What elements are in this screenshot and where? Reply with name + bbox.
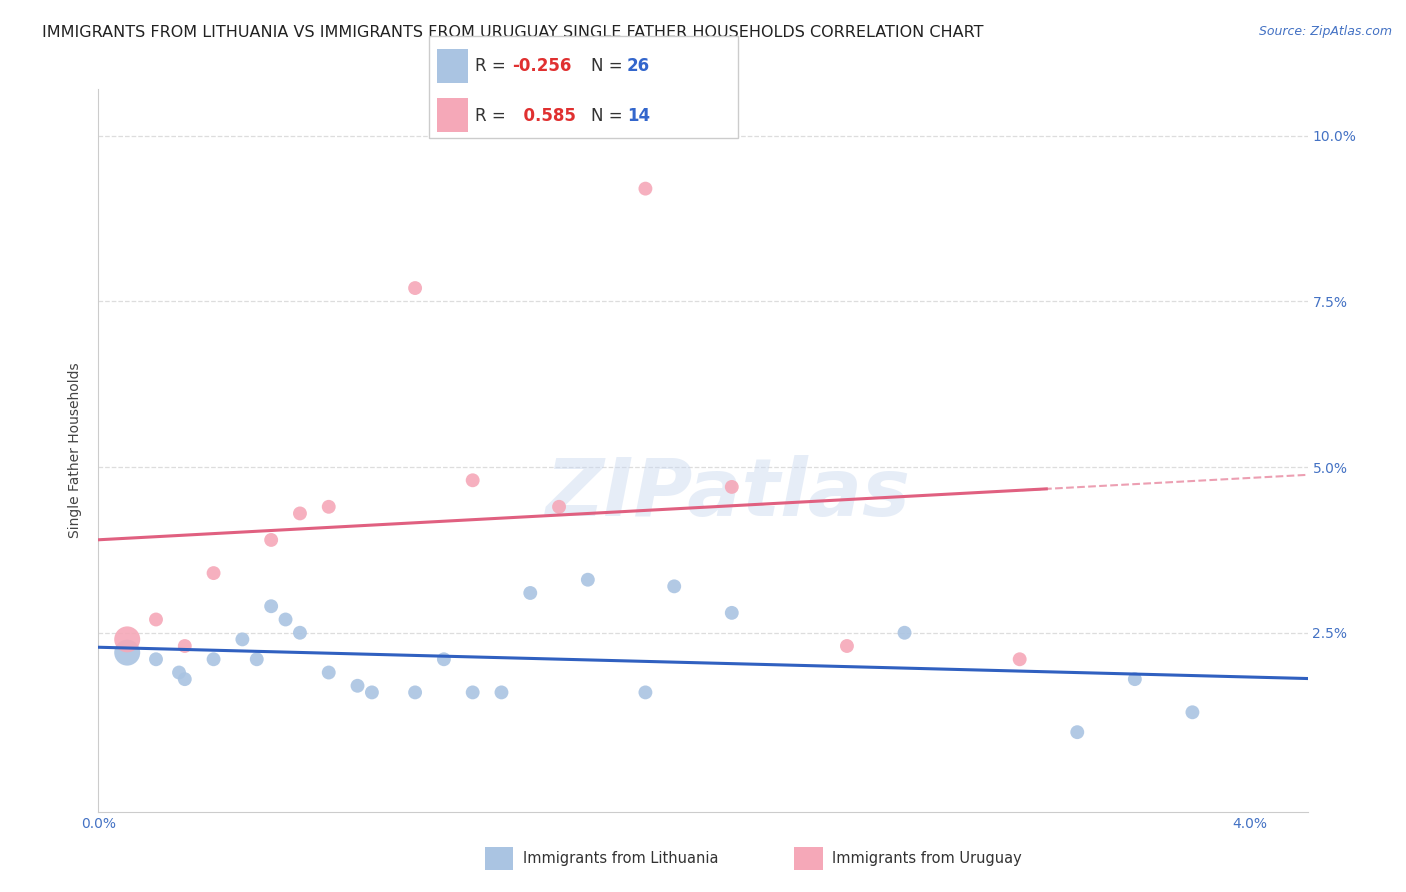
Text: Immigrants from Lithuania: Immigrants from Lithuania xyxy=(523,851,718,865)
Point xyxy=(634,685,657,699)
Point xyxy=(173,639,195,653)
Point xyxy=(246,652,269,666)
Text: Source: ZipAtlas.com: Source: ZipAtlas.com xyxy=(1258,25,1392,38)
Text: IMMIGRANTS FROM LITHUANIA VS IMMIGRANTS FROM URUGUAY SINGLE FATHER HOUSEHOLDS CO: IMMIGRANTS FROM LITHUANIA VS IMMIGRANTS … xyxy=(42,25,984,40)
Point xyxy=(202,566,225,580)
Text: -0.256: -0.256 xyxy=(512,57,571,76)
Point xyxy=(202,652,225,666)
Point xyxy=(260,533,283,547)
Point xyxy=(835,639,858,653)
Point xyxy=(491,685,513,699)
Point xyxy=(634,181,657,195)
Point xyxy=(576,573,599,587)
Point xyxy=(274,612,297,626)
Text: Immigrants from Uruguay: Immigrants from Uruguay xyxy=(832,851,1022,865)
Point xyxy=(720,480,742,494)
Point xyxy=(145,652,167,666)
Text: ZIPatlas: ZIPatlas xyxy=(544,455,910,533)
Point xyxy=(115,646,138,660)
Text: 0.585: 0.585 xyxy=(512,107,575,125)
Point xyxy=(519,586,541,600)
Point xyxy=(145,612,167,626)
Y-axis label: Single Father Households: Single Father Households xyxy=(69,363,83,538)
Point xyxy=(404,685,426,699)
Point xyxy=(361,685,384,699)
Text: 26: 26 xyxy=(627,57,650,76)
Point xyxy=(260,599,283,614)
Point xyxy=(115,632,138,647)
Point xyxy=(231,632,253,647)
Point xyxy=(1008,652,1031,666)
Point xyxy=(893,625,915,640)
Text: N =: N = xyxy=(591,107,627,125)
Point xyxy=(548,500,571,514)
Point xyxy=(1181,706,1204,720)
Point xyxy=(720,606,742,620)
Point xyxy=(346,679,368,693)
Point xyxy=(288,625,311,640)
Point xyxy=(664,579,686,593)
Point xyxy=(404,281,426,295)
Point xyxy=(318,500,340,514)
Point xyxy=(318,665,340,680)
Point xyxy=(1123,672,1146,686)
Text: R =: R = xyxy=(475,57,512,76)
Text: R =: R = xyxy=(475,107,512,125)
Point xyxy=(288,507,311,521)
Point xyxy=(173,672,195,686)
Point xyxy=(167,665,190,680)
Point xyxy=(461,473,484,487)
Point xyxy=(433,652,456,666)
Point xyxy=(461,685,484,699)
Point xyxy=(1066,725,1088,739)
Text: 14: 14 xyxy=(627,107,650,125)
Text: N =: N = xyxy=(591,57,627,76)
